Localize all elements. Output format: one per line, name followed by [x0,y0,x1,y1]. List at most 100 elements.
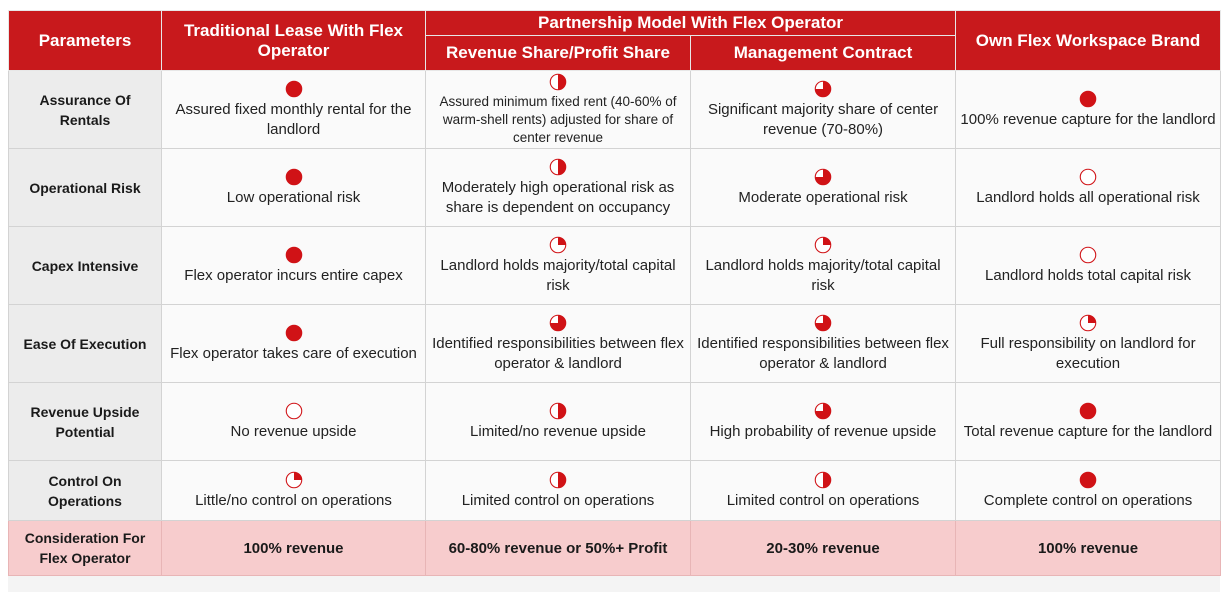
harvey-ball-fill [550,314,566,331]
cell-text: Limited control on operations [726,491,920,509]
harvey-ball-icon [1079,168,1097,185]
table-row: Revenue Upside Potential No revenue upsi… [8,382,1222,461]
cell-text: Limited control on operations [461,491,655,509]
consideration-label: Consideration For Flex Operator [8,520,162,576]
harvey-ball-icon [285,402,302,419]
table-cell: Moderate operational risk [689,148,957,227]
row-label: Control On Operations [8,460,162,521]
table-cell: Landlord holds majority/total capital ri… [425,226,691,305]
harvey-ball-outline [285,324,302,341]
table-cell: Assured fixed monthly rental for the lan… [161,70,426,149]
harvey-ball-icon [549,402,567,419]
cell-text: Identified responsibilities between flex… [697,334,949,372]
table-cell: Landlord holds all operational risk [955,148,1222,227]
cell-text: Low operational risk [226,188,361,206]
harvey-ball-fill [815,80,831,97]
harvey-ball-icon [285,471,302,488]
header-parameters: Parameters [8,10,162,71]
harvey-ball-icon [1079,402,1097,419]
cell-text: Complete control on operations [983,491,1193,509]
table-row: Assurance Of Rentals Assured fixed month… [8,70,1222,149]
harvey-ball-icon [549,73,567,90]
table-cell: Limited/no revenue upside [425,382,691,461]
harvey-ball-icon [814,402,832,419]
harvey-ball-icon [1079,90,1097,107]
cell-text: Flex operator incurs entire capex [184,266,403,284]
harvey-ball-icon [814,236,832,253]
harvey-ball-fill [558,402,566,419]
harvey-ball-icon [549,471,567,488]
harvey-ball-icon [285,80,302,97]
harvey-ball-icon [285,168,302,185]
harvey-ball-fill [823,471,831,488]
table-cell: Full responsibility on landlord for exec… [955,304,1222,383]
harvey-ball-fill [815,402,831,419]
cell-text: High probability of revenue upside [709,422,937,440]
cell-text: Landlord holds all operational risk [976,188,1200,206]
harvey-ball-icon [549,236,567,253]
consideration-value: 20-30% revenue [689,520,957,576]
table-cell: No revenue upside [161,382,426,461]
harvey-ball-icon [814,80,832,97]
cell-text: Identified responsibilities between flex… [432,334,684,372]
harvey-ball-fill [815,314,831,331]
harvey-ball-icon [549,158,567,175]
harvey-ball-outline [1079,471,1097,488]
header-management-contract: Management Contract [689,35,957,71]
row-label: Operational Risk [8,148,162,227]
table-cell: Identified responsibilities between flex… [425,304,691,383]
harvey-ball-fill [293,471,302,480]
harvey-ball-outline [285,402,302,419]
harvey-ball-fill [558,471,566,488]
harvey-ball-fill [1088,314,1096,323]
table-cell: Moderately high operational risk as shar… [425,148,691,227]
consideration-value: 60-80% revenue or 50%+ Profit [425,520,691,576]
table-cell: Limited control on operations [689,460,957,521]
harvey-ball-icon [285,324,302,341]
table-cell: Identified responsibilities between flex… [689,304,957,383]
harvey-ball-outline [285,80,302,97]
consideration-value: 100% revenue [161,520,426,576]
cell-text: Moderate operational risk [738,188,908,206]
table-cell: Significant majority share of center rev… [689,70,957,149]
harvey-ball-outline [1079,402,1097,419]
harvey-ball-fill [558,73,566,90]
harvey-ball-outline [1079,246,1097,263]
row-label: Assurance Of Rentals [8,70,162,149]
table-cell: 100% revenue capture for the landlord [955,70,1222,149]
harvey-ball-icon [814,471,832,488]
cell-text: Landlord holds majority/total capital ri… [705,256,941,294]
harvey-ball-outline [1079,168,1097,185]
header-revenue-share: Revenue Share/Profit Share [425,35,691,71]
table-row: Control On Operations Little/no control … [8,460,1222,521]
row-label: Ease Of Execution [8,304,162,383]
cell-text: Assured fixed monthly rental for the lan… [175,100,412,138]
table-row: Capex Intensive Flex operator incurs ent… [8,226,1222,305]
row-label: Revenue Upside Potential [8,382,162,461]
table-cell: Landlord holds total capital risk [955,226,1222,305]
cell-text: Little/no control on operations [195,491,392,509]
cell-text: Landlord holds majority/total capital ri… [440,256,676,294]
harvey-ball-icon [285,246,302,263]
cell-text: Limited/no revenue upside [470,422,646,440]
harvey-ball-icon [1079,246,1097,263]
harvey-ball-outline [285,246,302,263]
header-partnership-model: Partnership Model With Flex Operator [424,10,957,36]
harvey-ball-outline [285,168,302,185]
cell-text: 100% revenue capture for the landlord [960,110,1216,128]
table-cell: Flex operator takes care of execution [161,304,426,383]
consideration-value: 100% revenue [955,520,1222,576]
cell-text: Assured minimum fixed rent (40-60% of wa… [439,93,677,145]
table-cell: Flex operator incurs entire capex [161,226,426,305]
cell-text: Moderately high operational risk as shar… [441,178,675,216]
row-label: Capex Intensive [8,226,162,305]
table-cell: Landlord holds majority/total capital ri… [689,226,957,305]
cell-text: Landlord holds total capital risk [985,266,1191,284]
harvey-ball-icon [549,314,567,331]
harvey-ball-outline [1079,90,1097,107]
table-cell: Low operational risk [161,148,426,227]
table-row: Operational Risk Low operational risk Mo… [8,148,1222,227]
harvey-ball-icon [1079,314,1097,331]
table-cell: Limited control on operations [425,460,691,521]
consideration-row: Consideration For Flex Operator 100% rev… [8,520,1222,576]
